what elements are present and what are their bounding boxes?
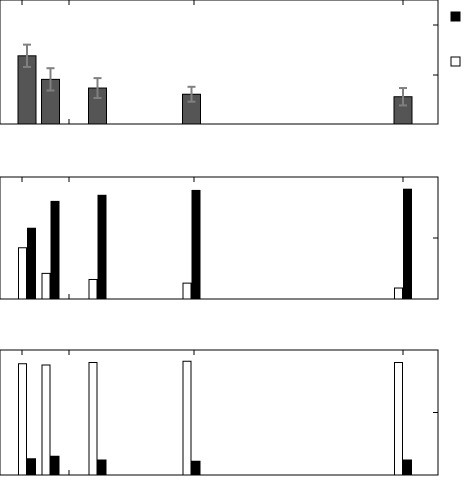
bar [50,455,60,476]
axes-frame [0,176,439,300]
bar [88,362,98,476]
bar [27,458,36,476]
axes-frame [0,349,439,476]
panels [0,0,439,476]
axes-frame [0,0,439,125]
bar [394,287,403,300]
bar [403,188,412,300]
bar [50,200,60,300]
legend-swatch [450,11,461,22]
legend [450,11,461,67]
bar [97,194,107,300]
panel-middle [0,176,439,300]
bar [27,227,36,300]
bar [394,362,403,476]
bar [403,459,412,476]
panel-top [0,0,439,125]
bar [182,360,192,476]
bar [18,247,27,300]
bar [41,272,51,300]
panel-bottom [0,349,439,476]
bar [18,363,27,476]
bar [97,459,107,476]
bar [88,278,98,300]
bar [191,189,201,300]
legend-swatch [450,56,461,67]
bar [191,460,201,476]
bar [41,364,51,476]
bar [182,282,192,300]
